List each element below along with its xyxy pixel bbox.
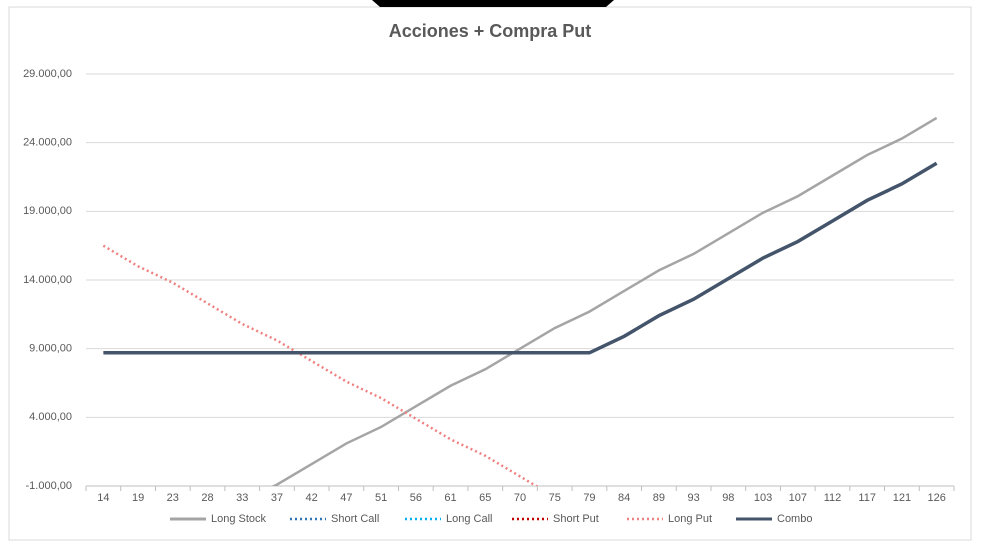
x-tick-label: 75 xyxy=(549,492,561,504)
x-tick-label: 112 xyxy=(824,492,842,504)
x-tick-label: 19 xyxy=(132,492,144,504)
x-tick-label: 84 xyxy=(618,492,630,504)
x-tick-label: 37 xyxy=(271,492,283,504)
x-tick-label: 56 xyxy=(410,492,422,504)
chart-title: Acciones + Compra Put xyxy=(389,21,592,41)
x-tick-label: 103 xyxy=(754,492,772,504)
series-line xyxy=(103,161,938,355)
x-tick-label: 51 xyxy=(375,492,387,504)
x-tick-label: 28 xyxy=(201,492,213,504)
y-tick-label: 14.000,00 xyxy=(23,274,72,286)
x-tick-label: 42 xyxy=(306,492,318,504)
y-tick-label: 4.000,00 xyxy=(29,411,72,423)
legend-label: Short Call xyxy=(331,513,379,525)
x-tick-label: 93 xyxy=(687,492,699,504)
x-tick-label: 33 xyxy=(236,492,248,504)
x-tick-label: 79 xyxy=(583,492,595,504)
legend-label: Combo xyxy=(777,513,812,525)
x-tick-label: 98 xyxy=(722,492,734,504)
plot-area xyxy=(102,116,938,486)
x-tick-label: 121 xyxy=(893,492,911,504)
y-tick-label: 29.000,00 xyxy=(23,68,72,80)
x-tick-label: 23 xyxy=(167,492,179,504)
y-tick-label: 19.000,00 xyxy=(23,205,72,217)
x-tick-label: 107 xyxy=(789,492,807,504)
x-tick-label: 126 xyxy=(927,492,945,504)
x-tick-label: 70 xyxy=(514,492,526,504)
legend-label: Long Stock xyxy=(211,513,267,525)
x-tick-label: 65 xyxy=(479,492,491,504)
x-tick-label: 89 xyxy=(653,492,665,504)
x-tick-label: 117 xyxy=(858,492,876,504)
legend-label: Short Put xyxy=(553,513,599,525)
legend-label: Long Put xyxy=(668,513,712,525)
series-line xyxy=(271,116,938,486)
chart-frame xyxy=(8,6,972,541)
x-tick-label: 61 xyxy=(444,492,456,504)
top-notch xyxy=(372,0,614,7)
y-tick-label: 24.000,00 xyxy=(23,137,72,149)
y-tick-label: 9.000,00 xyxy=(29,343,72,355)
y-tick-label: -1.000,00 xyxy=(26,480,72,492)
x-tick-label: 14 xyxy=(97,492,109,504)
x-tick-label: 47 xyxy=(340,492,352,504)
series-line xyxy=(102,244,539,486)
legend-label: Long Call xyxy=(446,513,492,525)
